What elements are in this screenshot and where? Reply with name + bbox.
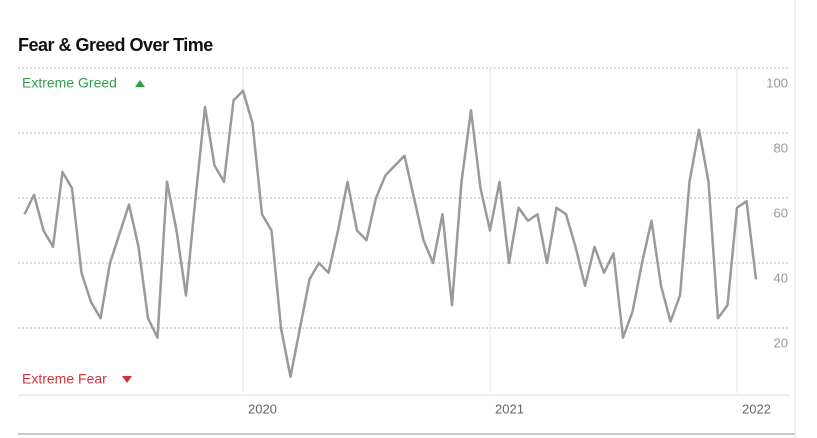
y-tick-label: 60	[774, 205, 788, 220]
y-tick-label: 80	[774, 140, 788, 155]
x-tick-label: 2021	[495, 401, 524, 416]
y-tick-label: 40	[774, 270, 788, 285]
down-arrow-icon	[122, 376, 132, 383]
x-tick-label: 2022	[742, 401, 771, 416]
y-tick-label: 100	[766, 75, 788, 90]
chart-title: Fear & Greed Over Time	[18, 35, 213, 55]
line	[23, 89, 758, 378]
y-tick-label: 20	[774, 335, 788, 350]
annotation: Extreme Greed	[22, 75, 117, 91]
x-tick-label: 2020	[248, 401, 277, 416]
up-arrow-icon	[135, 80, 145, 87]
annotation: Extreme Fear	[22, 371, 107, 387]
